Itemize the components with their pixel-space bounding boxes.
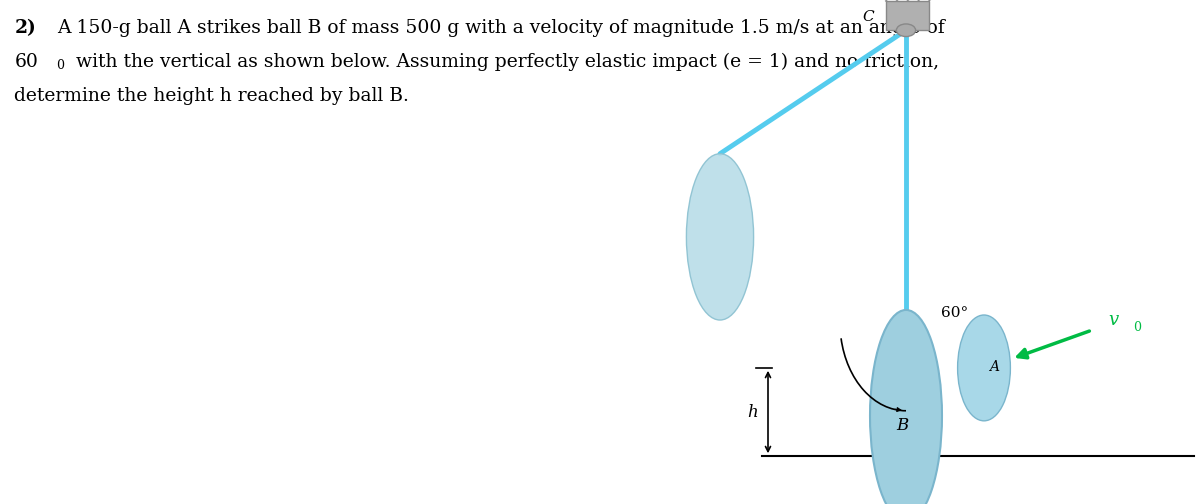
Bar: [886, 1, 929, 30]
Text: v: v: [1109, 311, 1118, 329]
Text: B: B: [896, 417, 908, 434]
Text: A: A: [989, 360, 998, 374]
Text: determine the height h reached by ball B.: determine the height h reached by ball B…: [14, 87, 409, 105]
Text: 0: 0: [56, 59, 65, 73]
Text: 0: 0: [1133, 321, 1141, 334]
Ellipse shape: [896, 24, 916, 37]
Ellipse shape: [870, 310, 942, 504]
Text: 2): 2): [14, 19, 36, 37]
Text: A 150-g ball A strikes ball B of mass 500 g with a velocity of magnitude 1.5 m/s: A 150-g ball A strikes ball B of mass 50…: [58, 19, 946, 37]
Ellipse shape: [958, 315, 1010, 421]
Text: 60°: 60°: [941, 306, 968, 321]
Text: h: h: [748, 404, 757, 421]
Text: 60: 60: [14, 53, 38, 71]
Ellipse shape: [686, 154, 754, 320]
Text: C: C: [862, 10, 874, 24]
Text: with the vertical as shown below. Assuming perfectly elastic impact (e = 1) and : with the vertical as shown below. Assumi…: [70, 53, 938, 71]
